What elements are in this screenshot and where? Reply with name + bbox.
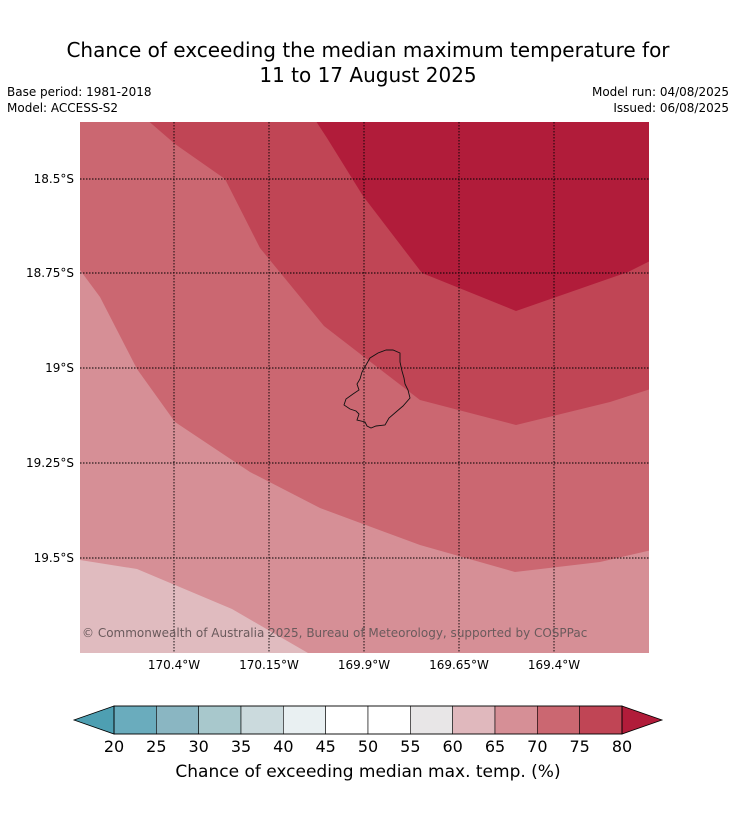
colorbar-segment [325,705,369,735]
colorbar-tick-label: 30 [188,737,209,756]
map-title: Chance of exceeding the median maximum t… [0,38,736,88]
issued-text: Issued: 06/08/2025 [613,101,729,115]
title-line-2: 11 to 17 August 2025 [259,63,477,87]
colorbar-tick-label: 45 [315,737,336,756]
colorbar-segment [198,705,242,735]
lon-label: 170.4°W [147,658,201,672]
colorbar-over-arrow [621,705,664,735]
colorbar-segment [240,705,284,735]
colorbar-tick-label: 25 [146,737,167,756]
colorbar-tick-label: 55 [400,737,421,756]
title-line-1: Chance of exceeding the median maximum t… [66,38,670,62]
model-text: Model: ACCESS-S2 [7,101,119,115]
band-80-plus [316,122,649,311]
colorbar-segment [410,705,453,735]
band-60-65-lower [80,560,308,653]
map-panel: © Commonwealth of Australia 2025, Bureau… [80,122,649,653]
lat-label: 18.75°S [26,266,74,280]
colorbar-segment [452,705,496,735]
colorbar-tick-label: 35 [230,737,252,756]
colorbar-tick-label: 50 [357,737,379,756]
lon-label: 169.9°W [337,658,391,672]
meta-right: Model run: 04/08/2025 Issued: 06/08/2025 [592,84,729,116]
gridlines [80,122,649,653]
lon-label: 170.15°W [239,658,299,672]
colorbar-segment [283,705,326,735]
map-canvas [80,122,649,653]
lat-label: 19.25°S [26,456,74,470]
colorbar-segment [579,705,623,735]
colorbar-tick-label: 80 [611,737,633,756]
lon-label: 169.65°W [429,658,489,672]
model-run-text: Model run: 04/08/2025 [591,85,729,99]
colorbar-tick-label: 75 [569,737,590,756]
colorbar-segment [113,705,157,735]
colorbar-tick-label: 40 [273,737,294,756]
colorbar-label: Chance of exceeding median max. temp. (%… [175,762,561,782]
meta-left: Base period: 1981-2018 Model: ACCESS-S2 [7,84,152,116]
lat-label: 18.5°S [33,172,74,186]
lat-label: 19.5°S [33,551,74,565]
colorbar-segments [113,705,623,735]
colorbar-tick-label: 65 [484,737,506,756]
lat-label: 19°S [45,361,74,375]
colorbar-tick-label: 20 [103,737,125,756]
colorbar-segment [537,705,580,735]
colorbar-segment [367,705,411,735]
colorbar-tick-label: 70 [527,737,548,756]
colorbar-frame [113,705,623,735]
copyright-text: © Commonwealth of Australia 2025, Bureau… [82,626,588,640]
colorbar-under-arrow [72,705,115,735]
niue-island-outline [343,349,411,429]
lon-label: 169.4°W [527,658,581,672]
base-period-text: Base period: 1981-2018 [7,85,152,99]
colorbar-segment [156,705,199,735]
colorbar-tick-label: 60 [442,737,463,756]
colorbar-segment [494,705,538,735]
